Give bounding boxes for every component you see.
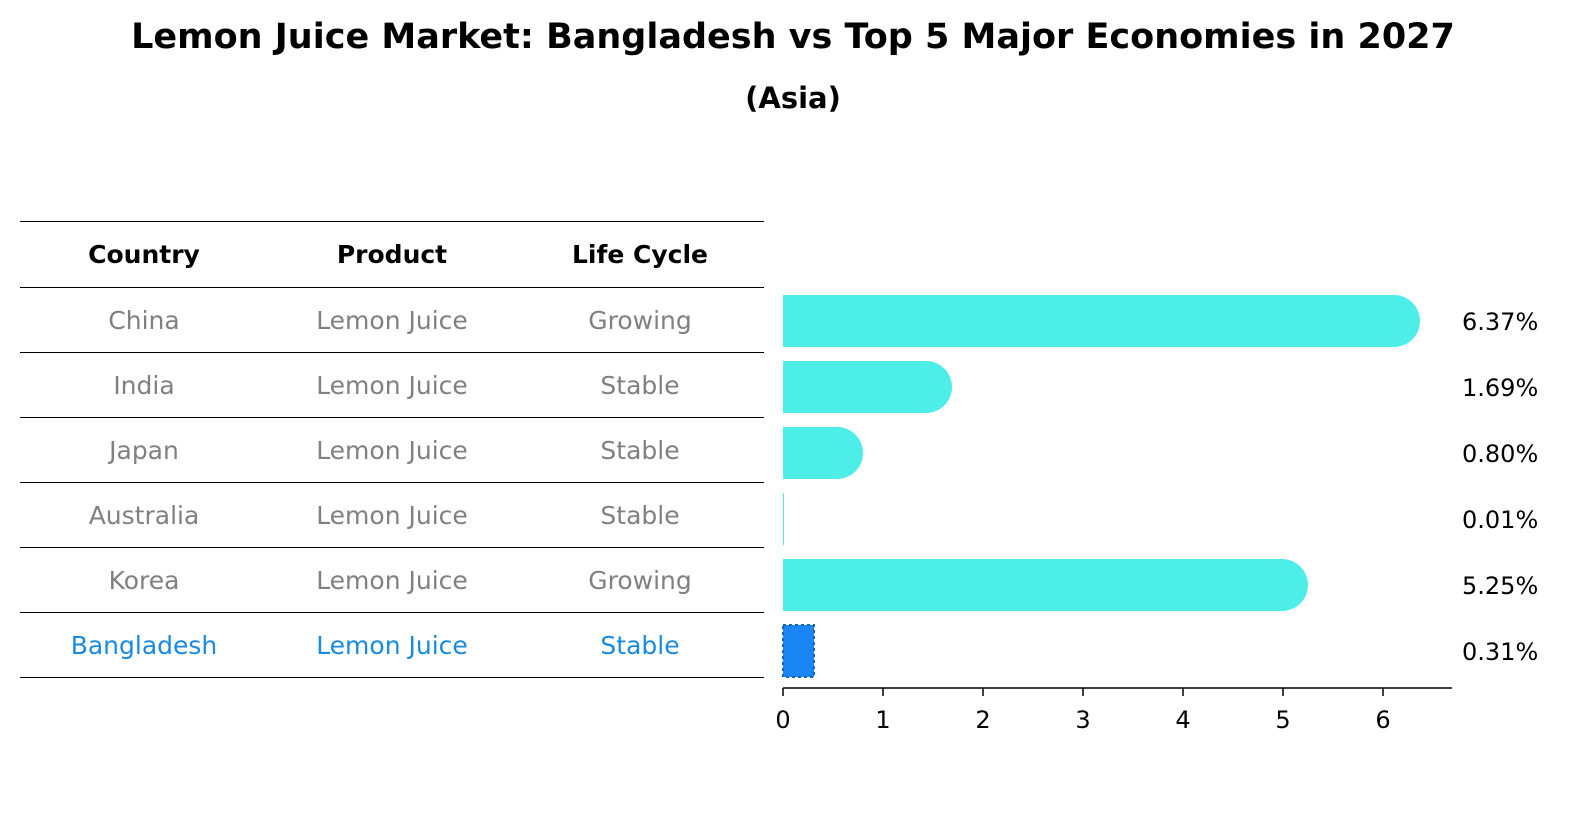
x-tick-label: 6	[1375, 706, 1390, 734]
country-cell: Japan	[109, 435, 179, 465]
table-row: Korea Lemon Juice Growing	[20, 548, 764, 613]
table-row: China Lemon Juice Growing	[20, 288, 764, 353]
bar	[783, 559, 1308, 611]
x-tick-label: 2	[975, 706, 990, 734]
chart-title: Lemon Juice Market: Bangladesh vs Top 5 …	[131, 17, 1455, 57]
life-cycle-cell: Stable	[600, 370, 680, 400]
product-cell: Lemon Juice	[316, 500, 468, 530]
product-cell: Lemon Juice	[316, 565, 468, 595]
country-cell: China	[108, 305, 180, 335]
table-row-highlight: Bangladesh Lemon Juice Stable	[20, 613, 764, 678]
life-cycle-cell: Stable	[600, 630, 680, 660]
bar	[783, 361, 952, 413]
header-life-cycle: Life Cycle	[571, 240, 709, 269]
life-cycle-cell: Stable	[600, 500, 680, 530]
product-cell: Lemon Juice	[316, 435, 468, 465]
country-cell: Australia	[88, 500, 200, 530]
header-country: Country	[88, 240, 200, 269]
x-tick-label: 3	[1075, 706, 1090, 734]
table-header-row: Country Product Life Cycle	[20, 221, 764, 288]
bar-value-label: 1.69%	[1462, 374, 1538, 402]
bar-value-label: 6.37%	[1462, 308, 1538, 336]
product-cell: Lemon Juice	[316, 370, 468, 400]
life-cycle-cell: Growing	[588, 305, 692, 335]
bar-value-label: 0.80%	[1462, 440, 1538, 468]
table-row: Japan Lemon Juice Stable	[20, 418, 764, 483]
bar-value-label: 5.25%	[1462, 572, 1538, 600]
x-tick-label: 4	[1175, 706, 1190, 734]
country-table: Country Product Life Cycle China Lemon J…	[20, 221, 764, 678]
country-cell: India	[113, 370, 175, 400]
chart-subtitle: (Asia)	[745, 81, 841, 115]
bar-highlight	[782, 624, 815, 678]
x-tick-label: 5	[1275, 706, 1290, 734]
product-cell: Lemon Juice	[316, 630, 468, 660]
bar	[783, 493, 784, 545]
header-product: Product	[336, 240, 448, 269]
life-cycle-cell: Growing	[588, 565, 692, 595]
bar	[783, 427, 863, 479]
bar	[783, 295, 1420, 347]
product-cell: Lemon Juice	[316, 305, 468, 335]
country-cell: Korea	[108, 565, 180, 595]
bar-value-label: 0.31%	[1462, 638, 1538, 666]
x-tick-label: 0	[775, 706, 790, 734]
x-tick-label: 1	[875, 706, 890, 734]
bar-value-label: 0.01%	[1462, 506, 1538, 534]
table-row: India Lemon Juice Stable	[20, 353, 764, 418]
country-cell: Bangladesh	[70, 630, 218, 660]
table-row: Australia Lemon Juice Stable	[20, 483, 764, 548]
life-cycle-cell: Stable	[600, 435, 680, 465]
